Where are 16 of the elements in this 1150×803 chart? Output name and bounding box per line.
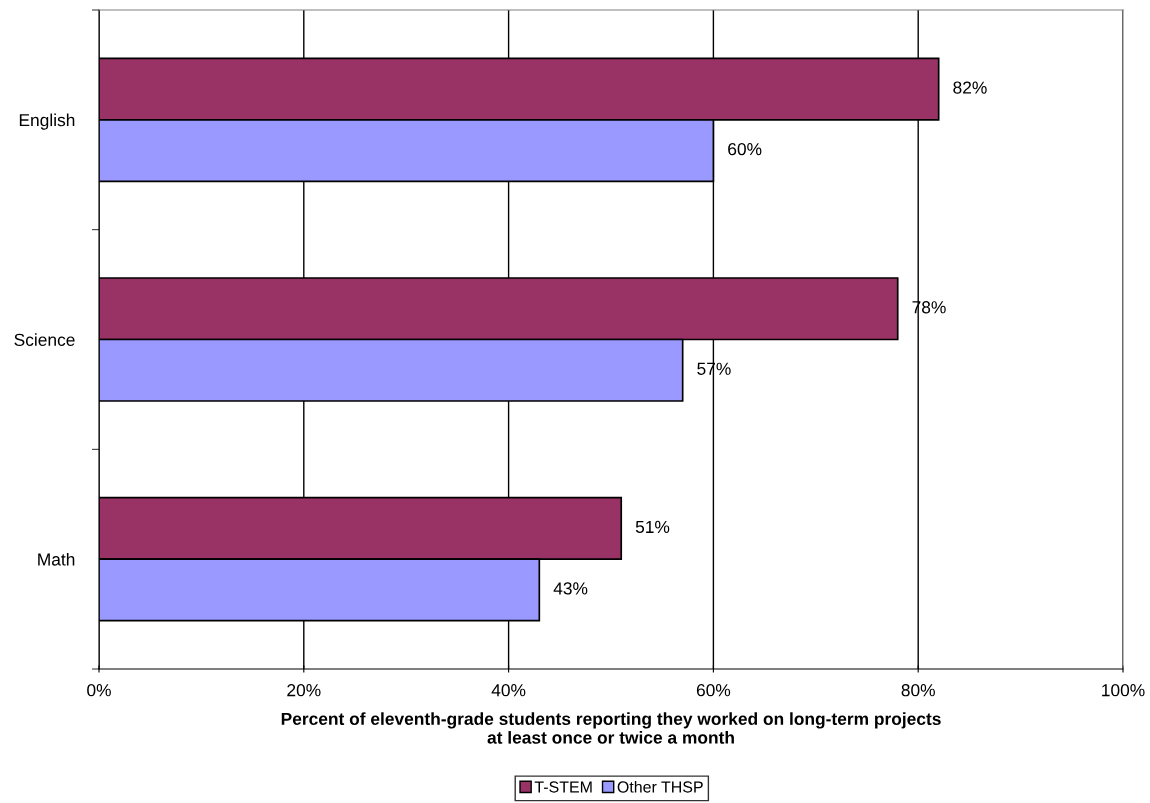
y-tick-label: Science (14, 333, 75, 346)
x-tick-label: 80% (901, 684, 935, 697)
legend-label: Other THSP (617, 780, 703, 793)
y-tick-label: English (19, 113, 75, 130)
legend-label: T-STEM (534, 781, 592, 793)
x-tick-label: 0% (87, 684, 111, 697)
x-tick-label: 100% (1102, 684, 1145, 697)
data-label: 82% (953, 81, 987, 94)
x-tick-label: 20% (287, 684, 321, 697)
data-label: 43% (553, 582, 588, 595)
data-label: 60% (728, 142, 762, 156)
x-axis-title: Percent of eleventh-grade students reporting they worked on long-term projects at least once or twice a month (281, 712, 941, 744)
data-label: 51% (635, 520, 670, 534)
y-tick-label: Math (38, 552, 75, 566)
x-tick-label: 40% (491, 684, 526, 697)
x-tick-label: 60% (696, 684, 731, 697)
